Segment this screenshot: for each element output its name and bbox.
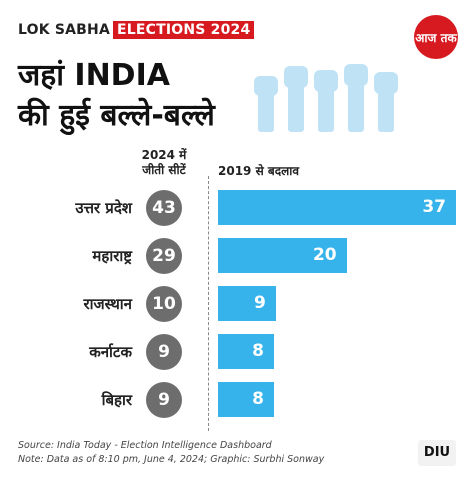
change-value-label: 9 <box>254 293 266 313</box>
diu-logo: DIU <box>418 440 456 466</box>
change-column-header: 2019 से बदलाव <box>218 164 300 178</box>
footer: Source: India Today - Election Intellige… <box>18 439 324 467</box>
seats-circle: 9 <box>146 382 182 418</box>
footer-source: Source: India Today - Election Intellige… <box>18 440 272 451</box>
aaj-tak-logo-icon: आज तक <box>414 15 458 59</box>
seats-header-line-2: जीती सीटें <box>142 163 186 177</box>
seats-column-header: 2024 में जीती सीटें <box>132 148 196 178</box>
title-line-1: जहां INDIA <box>18 58 170 93</box>
seats-circle: 9 <box>146 334 182 370</box>
seats-circle: 29 <box>146 238 182 274</box>
state-label: बिहार <box>101 391 132 409</box>
change-value-label: 20 <box>312 245 337 265</box>
change-bar <box>218 334 274 369</box>
brand-tag: ELECTIONS 2024 <box>113 21 255 39</box>
change-bar <box>218 286 276 321</box>
title-line-2: की हुई बल्ले-बल्ले <box>18 98 215 133</box>
state-label: राजस्थान <box>83 295 132 313</box>
change-bar <box>218 190 456 225</box>
change-bar <box>218 382 274 417</box>
change-value-label: 37 <box>422 197 446 217</box>
state-label: महाराष्ट्र <box>92 247 132 265</box>
page-title: जहां INDIA की हुई बल्ले-बल्ले <box>18 56 215 136</box>
seats-circle: 10 <box>146 286 182 322</box>
seats-header-line-1: 2024 में <box>141 148 187 162</box>
aaj-tak-logo: आज तक <box>410 14 462 60</box>
brand-label: LOK SABHA ELECTIONS 2024 <box>18 21 255 39</box>
footer-note: Note: Data as of 8:10 pm, June 4, 2024; … <box>18 454 325 465</box>
seats-circle: 43 <box>146 190 182 226</box>
state-label: उत्तर प्रदेश <box>75 199 132 217</box>
change-bar <box>218 238 347 273</box>
state-label: कर्नाटक <box>89 343 132 361</box>
change-value-label: 8 <box>252 389 264 409</box>
change-value-label: 8 <box>252 341 264 361</box>
raised-fists-icon <box>254 64 398 132</box>
brand-prefix: LOK SABHA <box>18 22 110 38</box>
logo-text: आज तक <box>415 31 457 45</box>
column-divider <box>208 176 210 431</box>
